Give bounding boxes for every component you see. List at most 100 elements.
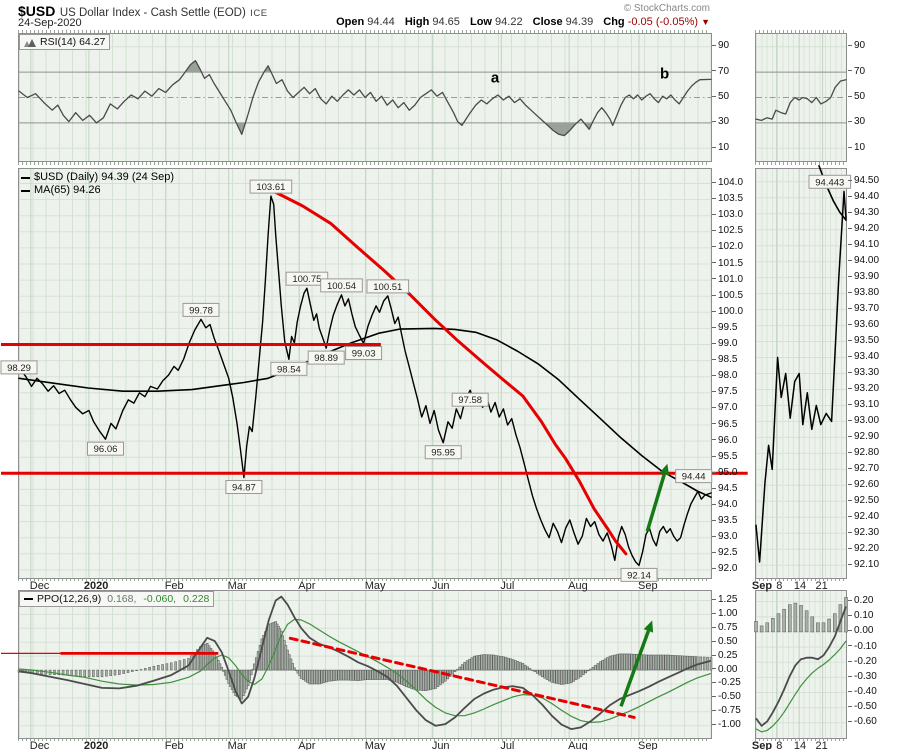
y-tick-label: 0.50 — [712, 636, 737, 647]
usd-daily-close-zoom — [755, 190, 847, 563]
y-tick-label: 92.80 — [848, 447, 879, 458]
y-tick-label: 92.40 — [848, 511, 879, 522]
ticker-symbol: $USD — [18, 3, 56, 19]
x-tick-label: Jul — [500, 740, 515, 750]
y-tick-label: 100.5 — [712, 290, 743, 301]
price-label-box — [87, 441, 124, 456]
usd-line-swatch-icon — [21, 176, 30, 179]
y-tick-label: 10 — [848, 142, 865, 153]
rsi-14 — [18, 60, 712, 137]
x-tick-label: Feb — [164, 740, 184, 750]
ppo-histogram — [754, 597, 848, 633]
red-curved-trendline — [272, 190, 628, 556]
price-label: 94.87 — [232, 483, 256, 494]
y-tick-label: 94.00 — [848, 255, 879, 266]
exchange-label: ICE — [250, 8, 268, 19]
close-value: 94.39 — [565, 16, 594, 28]
y-tick-label: 0.10 — [848, 610, 873, 621]
x-tick-label: 8 — [776, 580, 783, 592]
y-tick-label: 99.5 — [712, 322, 737, 333]
x-tick-label: Dec — [29, 580, 50, 592]
ma-65 — [18, 327, 712, 498]
x-tick-label: 2020 — [83, 740, 109, 750]
ppo-legend-label: PPO(12,26,9) — [37, 593, 102, 605]
x-tick-label: Jun — [431, 580, 450, 592]
price-x-axis: Dec 2020 Feb Mar Apr May Jun Jul Aug Sep — [18, 580, 710, 592]
y-tick-label: 93.60 — [848, 319, 879, 330]
gridlines — [756, 169, 846, 578]
ruler-mid-main — [18, 162, 710, 165]
gridlines — [19, 169, 711, 578]
ruler-price-bottom-mini — [755, 578, 845, 581]
copyright-label: © StockCharts.com — [623, 3, 710, 14]
ohlc-readout: Open 94.44 High 94.65 Low 94.22 Close 94… — [329, 16, 710, 28]
y-tick-label: -0.10 — [848, 641, 877, 652]
y-tick-label: 97.0 — [712, 402, 737, 413]
y-tick-label: 70 — [848, 66, 865, 77]
price-label-box — [620, 567, 658, 582]
x-tick-label: Jul — [500, 580, 515, 592]
high-value: 94.65 — [432, 16, 460, 28]
y-tick-label: 96.0 — [712, 435, 737, 446]
price-label-box — [451, 392, 489, 407]
y-tick-label: 104.0 — [712, 177, 743, 188]
y-tick-label: 93.70 — [848, 303, 879, 314]
y-tick-label: -0.75 — [712, 705, 741, 716]
y-tick-label: 95.5 — [712, 451, 737, 462]
y-tick-label: 93.30 — [848, 367, 879, 378]
y-tick-label: 0.00 — [848, 625, 873, 636]
price-label-box — [182, 302, 220, 317]
price-zoom-plot: 94.443 — [755, 165, 852, 578]
ppo-value: 0.168, — [107, 593, 137, 605]
price-legend-row-ma: MA(65) 94.26 — [21, 184, 174, 197]
ppo-y-axis: 1.25 1.00 0.75 0.50 0.25 0.00 -0.25 -0.50 -0.75 -… — [712, 590, 748, 737]
y-tick-label: -0.20 — [848, 656, 877, 667]
ppo-signal-value: -0.060, — [143, 593, 177, 605]
y-tick-label: 96.5 — [712, 419, 737, 430]
price-label: 94.44 — [682, 472, 706, 483]
price-label: 100.54 — [327, 281, 356, 292]
ppo-red-dashed-downtrend — [288, 636, 636, 719]
price-label: 92.14 — [627, 570, 651, 581]
y-tick-label: 93.0 — [712, 531, 737, 542]
ppo-zoom-x-axis: Sep 8 14 21 — [751, 740, 845, 750]
x-tick-label: Aug — [568, 740, 588, 750]
ma-legend-label: MA(65) 94.26 — [34, 184, 101, 196]
x-tick-label: Dec — [29, 740, 50, 750]
y-tick-label: 93.50 — [848, 335, 879, 346]
rsi-area-icon — [24, 38, 36, 47]
ruler-price-bottom-main — [18, 578, 710, 581]
y-tick-label: 92.90 — [848, 431, 879, 442]
y-tick-label: -1.00 — [712, 719, 741, 730]
y-tick-label: 92.5 — [712, 547, 737, 558]
open-value: 94.44 — [367, 16, 395, 28]
x-tick-label: Sep — [751, 740, 773, 750]
x-tick-label: Mar — [227, 740, 247, 750]
ppo-plot — [1, 591, 713, 738]
price-legend-row-usd: $USD (Daily) 94.39 (24 Sep) — [21, 171, 174, 184]
y-tick-label: 0.20 — [848, 595, 873, 606]
y-tick-label: 98.5 — [712, 354, 737, 365]
price-label: 100.51 — [373, 282, 402, 293]
ppo-signal-line — [18, 618, 712, 723]
rsi-legend: RSI(14) 64.27 — [19, 34, 111, 50]
price-label: 99.03 — [352, 349, 376, 360]
y-tick-label: 102.5 — [712, 225, 743, 236]
x-tick-label: 8 — [776, 740, 783, 750]
price-label: 96.06 — [94, 444, 118, 455]
y-tick-label: -0.50 — [848, 701, 877, 712]
close-label: Close — [532, 16, 563, 28]
y-tick-label: 99.0 — [712, 338, 737, 349]
y-tick-label: 92.50 — [848, 495, 879, 506]
x-tick-label: Jun — [431, 740, 450, 750]
x-tick-label: May — [364, 740, 386, 750]
ruler-mid-mini — [755, 162, 845, 165]
price-label-box — [270, 361, 308, 376]
y-tick-label: 70 — [712, 66, 729, 77]
price-label: 99.78 — [189, 305, 213, 316]
price-plot: 98.29 96.06 99.78 94.87 103.61 98.54 100.75 98.… — [0, 169, 748, 582]
rsi-zoom-y-axis: 90 70 50 30 10 — [848, 33, 884, 160]
ppo-panel — [1, 590, 713, 739]
price-label: 103.61 — [256, 182, 285, 193]
